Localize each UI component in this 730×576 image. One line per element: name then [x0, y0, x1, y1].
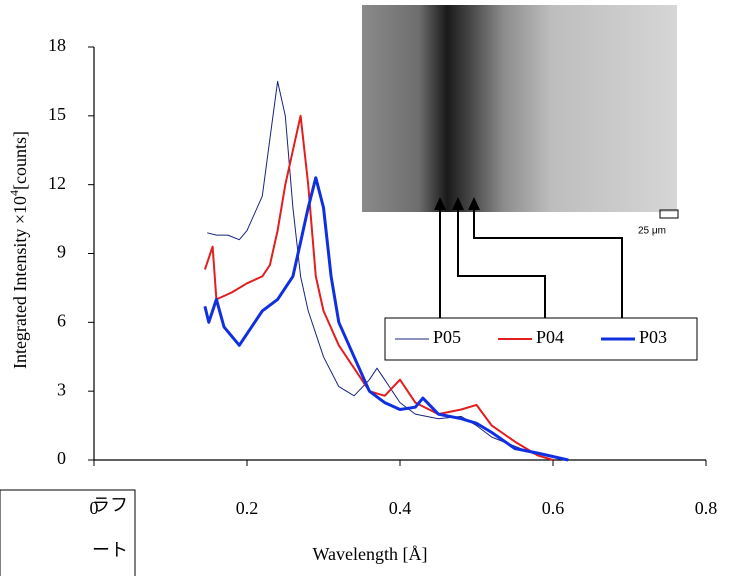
y-tick-label: 18 [48, 35, 66, 55]
legend-label: P05 [433, 327, 461, 347]
note-text: ラフ [92, 495, 128, 515]
note-text: ート [92, 540, 128, 560]
x-tick-label: 0.2 [236, 498, 259, 518]
x-tick-label: 0.8 [695, 498, 718, 518]
x-tick-label: 0.4 [389, 498, 412, 518]
y-tick-label: 9 [57, 242, 66, 262]
legend-box [384, 317, 698, 361]
y-tick-label: 15 [48, 104, 66, 124]
y-tick-label: 6 [57, 310, 66, 330]
y-tick-label: 3 [57, 379, 66, 399]
scale-bar [659, 209, 679, 219]
legend-label: P04 [536, 327, 564, 347]
scale-label: 25 μm [638, 226, 666, 237]
note-box [0, 489, 136, 576]
y-label-main: Integrated Intensity ×10 [10, 196, 30, 369]
series-line [203, 176, 569, 462]
series-line [203, 114, 554, 461]
x-tick-label: 0 [90, 498, 99, 518]
arrow-heads [434, 197, 480, 210]
legend: P05 P04 P03 [384, 317, 698, 361]
x-axis-label: Wavelength [Å] [312, 544, 427, 564]
x-tick-label: 0.6 [542, 498, 565, 518]
y-tick-label: 0 [57, 448, 66, 468]
y-label-unit: [counts] [10, 131, 30, 190]
y-label-sup: 4 [7, 190, 21, 196]
inset-image [362, 5, 677, 212]
y-tick-label: 12 [48, 173, 66, 193]
arrows [439, 204, 623, 318]
legend-label: P03 [639, 327, 667, 347]
y-axis-label: Integrated Intensity ×104[counts] [7, 131, 30, 369]
